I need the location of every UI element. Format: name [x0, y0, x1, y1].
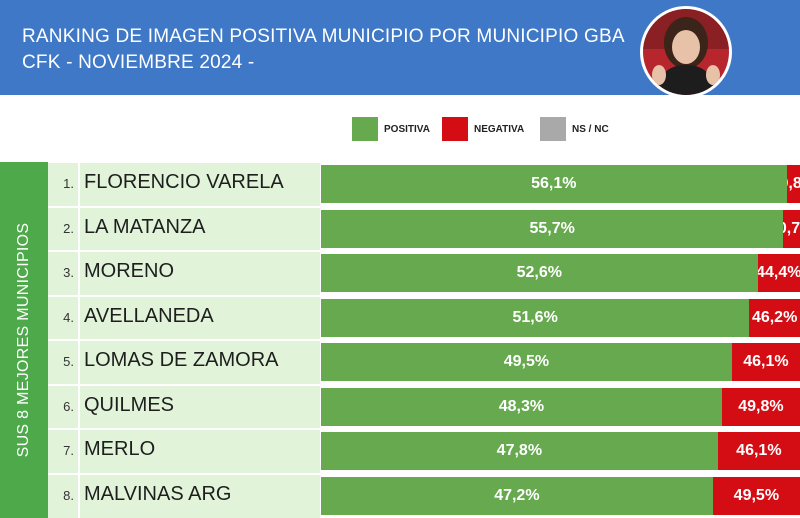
- municipality-label: MALVINAS ARG: [84, 482, 232, 505]
- bar-segment-negativa: 46,1%: [717, 432, 800, 470]
- bar-segment-positiva: 47,8%: [321, 432, 718, 470]
- municipality-label: LOMAS DE ZAMORA: [84, 349, 279, 371]
- data-label-negativa: 49,5%: [733, 486, 780, 504]
- legend-label-negativa: NEGATIVA: [474, 123, 525, 135]
- bar-segment-negativa: 39,8%: [786, 165, 800, 203]
- municipality-label: MORENO: [84, 260, 174, 282]
- rank-number: 2.: [63, 220, 74, 236]
- data-label-negativa: 44,4%: [757, 264, 800, 281]
- rank-number: 5.: [63, 354, 74, 369]
- legend-item-negativa: NEGATIVA: [442, 117, 524, 141]
- data-label-negativa: 40,7%: [783, 219, 800, 237]
- municipality-label: AVELLANEDA: [84, 304, 214, 327]
- legend-swatch-positiva: [352, 117, 378, 141]
- data-label-positiva: 48,3%: [498, 397, 545, 415]
- rank-number: 4.: [63, 309, 74, 325]
- data-label-positiva: 49,5%: [503, 353, 550, 370]
- rank-number: 3.: [63, 265, 74, 280]
- data-label-positiva: 55,7%: [529, 219, 575, 237]
- bar-segment-positiva: 52,6%: [321, 254, 758, 292]
- data-label-negativa: 46,1%: [743, 353, 789, 370]
- row-divider: [48, 428, 800, 430]
- data-label-positiva: 52,6%: [516, 264, 562, 281]
- row-divider: [48, 161, 800, 163]
- bar-segment-positiva: 48,3%: [321, 387, 722, 426]
- data-label-negativa: 46,2%: [751, 308, 798, 326]
- municipality-label: FLORENCIO VARELA: [84, 171, 284, 193]
- rank-number: 8.: [63, 487, 74, 503]
- data-label-positiva: 51,6%: [512, 308, 558, 326]
- data-label-positiva: 47,8%: [496, 442, 543, 459]
- bar-segment-positiva: 55,7%: [321, 209, 784, 248]
- rank-number: 7.: [63, 443, 74, 458]
- legend-swatch-negativa: [442, 117, 468, 141]
- sidebar-band: SUS 8 MEJORES MUNICIPIOS: [0, 162, 48, 518]
- municipality-label: LA MATANZA: [84, 215, 206, 238]
- bar-segment-positiva: 51,6%: [321, 298, 750, 337]
- row-divider: [48, 383, 800, 386]
- row-divider: [48, 294, 800, 297]
- bar-segment-negativa: 44,4%: [757, 254, 800, 292]
- data-label-negativa: 49,8%: [738, 397, 784, 415]
- legend-swatch-nsnc: [540, 117, 566, 141]
- rank-number: 1.: [63, 176, 74, 191]
- bar-segment-negativa: 49,5%: [712, 476, 800, 515]
- municipality-label: MERLO: [84, 438, 156, 460]
- bar-segment-positiva: 56,1%: [321, 165, 787, 203]
- row-divider: [48, 250, 800, 252]
- bar-segment-negativa: 40,7%: [783, 209, 800, 248]
- row-divider: [48, 339, 800, 341]
- legend-label-positiva: POSITIVA: [384, 123, 430, 135]
- legend-item-positiva: POSITIVA: [352, 117, 430, 141]
- chart-title: RANKING DE IMAGEN POSITIVA MUNICIPIO POR…: [22, 26, 625, 47]
- bar-segment-positiva: 47,2%: [321, 476, 713, 515]
- bar-segment-negativa: 49,8%: [721, 387, 800, 426]
- data-label-positiva: 56,1%: [531, 175, 577, 192]
- portrait-avatar: [640, 6, 732, 98]
- header-banner: RANKING DE IMAGEN POSITIVA MUNICIPIO POR…: [0, 0, 800, 98]
- chart-subtitle: CFK - NOVIEMBRE 2024 -: [22, 52, 255, 73]
- data-label-negativa: 46,1%: [736, 442, 782, 459]
- bar-segment-positiva: 49,5%: [321, 343, 732, 381]
- data-label-negativa: 39,8%: [787, 175, 800, 192]
- row-divider: [48, 205, 800, 208]
- rank-number: 6.: [63, 398, 74, 414]
- municipality-label: QUILMES: [84, 393, 175, 416]
- bar-segment-negativa: 46,2%: [749, 298, 800, 337]
- portrait-image: [643, 9, 729, 95]
- row-divider: [48, 472, 800, 475]
- legend-item-nsnc: NS / NC: [540, 117, 609, 141]
- bar-segment-negativa: 46,1%: [731, 343, 800, 381]
- sidebar-label: SUS 8 MEJORES MUNICIPIOS: [15, 222, 32, 458]
- data-label-positiva: 47,2%: [494, 486, 540, 504]
- legend-label-nsnc: NS / NC: [572, 123, 609, 135]
- chart-legend: POSITIVA NEGATIVA NS / NC: [0, 117, 800, 141]
